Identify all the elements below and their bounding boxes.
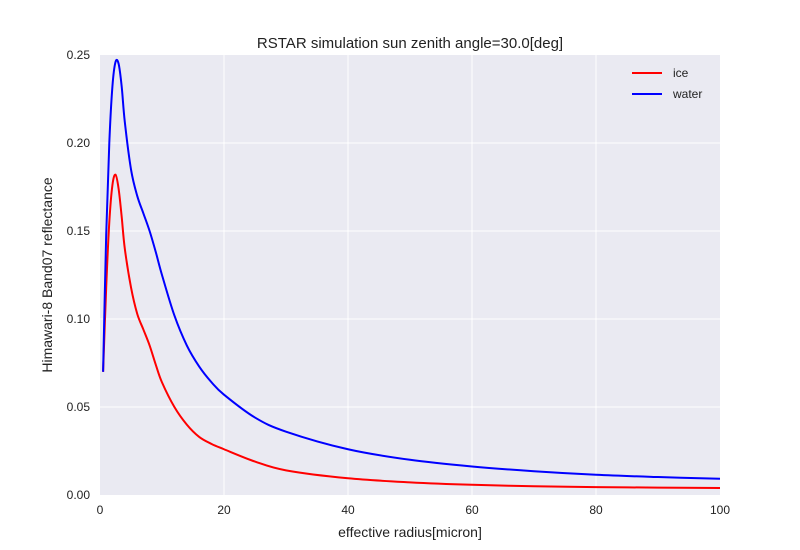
y-tick-label: 0.15 bbox=[67, 224, 91, 238]
series-line-ice bbox=[102, 173, 721, 489]
legend-label-ice: ice bbox=[673, 66, 689, 80]
x-tick-label: 100 bbox=[710, 503, 730, 517]
y-tick-label: 0.25 bbox=[67, 48, 91, 62]
tick-labels: 0 20 40 60 80 100 0.00 0.05 0.10 0.15 0.20 0.25 bbox=[67, 48, 731, 517]
legend-label-water: water bbox=[672, 87, 702, 101]
grid bbox=[100, 55, 720, 495]
y-tick-label: 0.00 bbox=[67, 488, 91, 502]
y-axis-title: Himawari-8 Band07 reflectance bbox=[39, 177, 55, 373]
series-layer bbox=[102, 58, 721, 489]
x-tick-label: 0 bbox=[97, 503, 104, 517]
y-tick-label: 0.20 bbox=[67, 136, 91, 150]
series-line-water bbox=[102, 58, 721, 480]
x-tick-label: 40 bbox=[341, 503, 355, 517]
y-tick-label: 0.05 bbox=[67, 400, 91, 414]
plot-area bbox=[100, 55, 720, 495]
x-axis-title: effective radius[micron] bbox=[338, 524, 482, 540]
legend: ice water bbox=[632, 66, 702, 101]
x-tick-label: 60 bbox=[465, 503, 479, 517]
chart-title: RSTAR simulation sun zenith angle=30.0[d… bbox=[257, 35, 563, 52]
x-tick-label: 80 bbox=[589, 503, 603, 517]
y-tick-label: 0.10 bbox=[67, 312, 91, 326]
x-tick-label: 20 bbox=[217, 503, 231, 517]
